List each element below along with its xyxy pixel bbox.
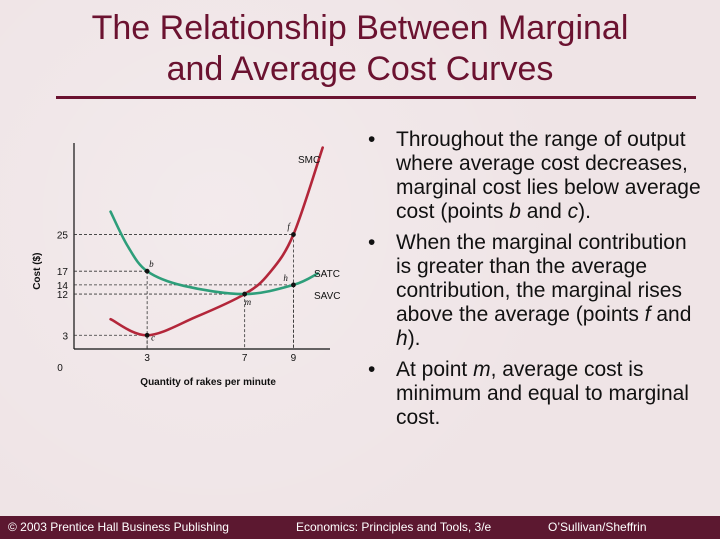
y-tick-label: 3 xyxy=(62,331,68,342)
footer-book-title: Economics: Principles and Tools, 3/e xyxy=(296,520,492,534)
y-tick-label: 25 xyxy=(57,231,69,242)
title-divider xyxy=(56,96,696,99)
title-line-2: and Average Cost Curves xyxy=(166,50,554,88)
bullet-list: Throughout the range of output where ave… xyxy=(366,128,706,437)
point-label-f: f xyxy=(287,222,291,232)
curve-smc xyxy=(109,146,324,337)
point-m xyxy=(242,291,248,297)
point-b xyxy=(144,268,150,274)
bullet-item: When the marginal contribution is greate… xyxy=(366,231,706,351)
point-label-b: b xyxy=(149,259,154,269)
footer-bar: © 2003 Prentice Hall Business Publishing… xyxy=(0,516,720,539)
bullet-item: At point m, average cost is minimum and … xyxy=(366,358,706,430)
point-f xyxy=(291,232,296,237)
x-tick-label: 9 xyxy=(291,353,297,364)
point-label-h: h xyxy=(283,273,288,283)
point-h xyxy=(291,282,296,288)
point-label-c: c xyxy=(151,332,155,342)
curve-label-satc: SATC xyxy=(314,269,340,280)
footer-authors: O’Sullivan/Sheffrin xyxy=(548,520,647,534)
y-axis-title: Cost ($) xyxy=(32,253,43,290)
origin-label: 0 xyxy=(57,363,63,374)
x-axis-title: Quantity of rakes per minute xyxy=(140,377,276,388)
slide-title: The Relationship Between Marginal and Av… xyxy=(0,8,720,90)
bullet-item: Throughout the range of output where ave… xyxy=(366,128,706,224)
footer-copyright: © 2003 Prentice Hall Business Publishing xyxy=(8,520,229,534)
y-tick-label: 17 xyxy=(57,267,69,278)
curve-label-savc: SAVC xyxy=(314,291,341,302)
cost-curves-chart: b c m f h SMC SATC SAVC 25 17 14 12 3 3 7 9 0 Quantity of… xyxy=(30,135,350,405)
curve-label-smc: SMC xyxy=(298,155,320,166)
title-line-1: The Relationship Between Marginal xyxy=(91,9,629,47)
point-label-m: m xyxy=(245,297,252,307)
x-tick-label: 7 xyxy=(242,353,248,364)
y-tick-label: 12 xyxy=(57,290,69,301)
x-tick-label: 3 xyxy=(144,353,150,364)
y-tick-label: 14 xyxy=(57,281,69,292)
point-c xyxy=(144,332,150,338)
